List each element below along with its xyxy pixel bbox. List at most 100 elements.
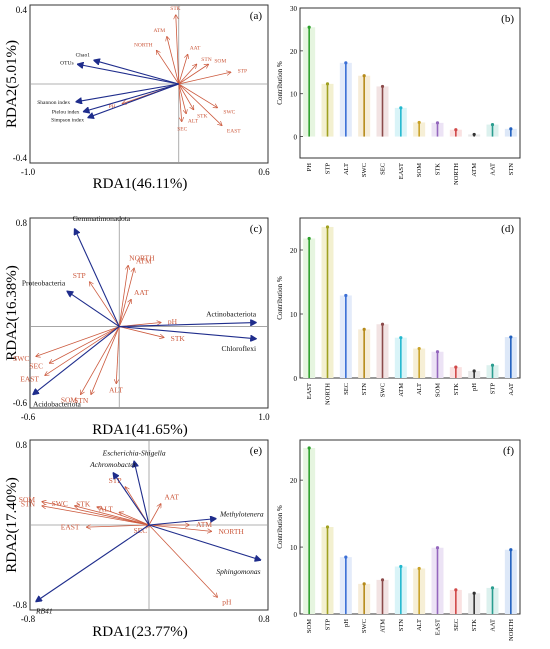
plot-frame (299, 7, 521, 159)
x-tick-label: AAT (490, 163, 497, 176)
env-vector-arrow (148, 504, 161, 526)
env-vector-arrow (178, 54, 188, 85)
x-tick-label: NORTH (325, 383, 332, 405)
env-vector-arrow (178, 83, 194, 110)
bar-tip (472, 591, 476, 595)
env-vector-arrow (81, 326, 120, 395)
bar-tip (362, 582, 366, 586)
bar-tip (509, 127, 513, 131)
taxa-vector-label: OTUs (60, 60, 73, 66)
env-vector-label: SEC (29, 361, 43, 370)
taxa-vector-label: Chao1 (76, 52, 91, 58)
bar-tip (509, 335, 513, 339)
x-tick-label: pH (471, 383, 478, 391)
panel-label: (d) (501, 223, 514, 235)
bar-tip (380, 84, 385, 89)
env-vector-label: STP (238, 69, 247, 75)
x-tick-label: STP (325, 163, 332, 175)
x-tick-label: STK (471, 619, 478, 632)
bar-tip (307, 25, 311, 29)
env-vector-arrow (119, 326, 164, 338)
contribution-plot-d: (d) Contribution % 0 10 20 EAST NORTH SEC STN SWC… (276, 217, 521, 405)
env-vector-label: ALT (109, 386, 123, 395)
y-tick-label: 10 (290, 311, 298, 319)
bar-tip (399, 564, 403, 569)
x-tick-label: -1.0 (21, 167, 36, 177)
x-tick-label: 0.6 (258, 167, 270, 177)
bar-tip (490, 363, 495, 367)
env-vector-arrow (42, 506, 150, 526)
x-tick-label: SWC (361, 619, 368, 633)
taxa-vector-label: Proteobacteria (22, 278, 66, 287)
env-vector-label: SWC (52, 499, 68, 508)
y-tick-label: 0.8 (16, 218, 28, 228)
x-tick-label: ATM (471, 163, 478, 177)
bar-tip (325, 225, 330, 229)
y-axis-title: Contribution % (276, 61, 284, 105)
y-tick-label: 30 (290, 5, 298, 13)
env-vector-label: NORTH (218, 527, 244, 536)
x-tick-label: SWC (361, 163, 368, 177)
env-vector-arrow (178, 83, 186, 114)
bar-tip (435, 546, 440, 550)
taxa-vector-label: Escherichia-Shigella (102, 448, 166, 457)
x-tick-label: ATM (380, 619, 387, 633)
env-vector-label: STP (73, 271, 86, 280)
x-tick-label: SEC (343, 383, 350, 395)
y-axis-title: RDA2(16.38%) (4, 265, 20, 360)
y-tick-label: -0.6 (13, 398, 28, 408)
bar-tip (454, 128, 458, 132)
taxa-vector-arrow (67, 291, 120, 328)
env-vector-label: ATM (136, 256, 152, 265)
bar-tip (490, 586, 495, 590)
taxa-vector-arrow (33, 326, 120, 395)
y-axis-title: Contribution % (276, 276, 284, 320)
env-vector-arrow (45, 326, 120, 376)
env-vector-arrow (36, 326, 120, 357)
y-tick-label: 0.8 (16, 440, 28, 450)
rda-plot-e: (e) -0.8 0.8 0.8 -0.8 RDA1(23.77%) RDA2(17.40%… (4, 439, 270, 640)
env-vector-label: SOM (214, 58, 226, 64)
x-tick-label: EAST (435, 619, 442, 635)
env-vector-label: PH (109, 104, 116, 110)
env-vector-arrow (178, 64, 209, 85)
x-tick-label: EAST (398, 163, 405, 179)
y-tick-label: 0.4 (16, 5, 28, 15)
plot-frame (299, 217, 521, 379)
panel-label: (b) (501, 13, 514, 25)
env-vector-label: AAT (190, 46, 201, 52)
x-tick-label: -0.8 (21, 614, 36, 624)
bar-tip (362, 74, 366, 78)
env-vector-label: SWC (223, 109, 235, 115)
env-vector-label: STK (197, 114, 207, 120)
taxa-vector-arrow (78, 64, 179, 85)
env-vector-label: AAT (164, 493, 179, 502)
env-vector-label: STN (21, 500, 36, 509)
env-vector-arrow (116, 326, 120, 384)
taxa-vector-label: Gemmatimonadota (73, 214, 131, 223)
panel-label: (e) (250, 445, 263, 457)
taxa-vector-label: Methylotenera (219, 510, 264, 519)
x-tick-label: ALT (416, 619, 423, 631)
env-vector-label: pH (168, 317, 178, 326)
y-axis-title: RDA2(5.01%) (4, 40, 20, 128)
bar-tip (435, 121, 440, 125)
x-tick-label: 0.8 (258, 614, 270, 624)
env-vector-arrow (118, 266, 128, 327)
env-vector-label: NORTH (134, 43, 153, 49)
y-axis-title: Contribution % (276, 505, 284, 549)
env-vector-label: STK (171, 334, 186, 343)
env-vector-arrow (118, 268, 134, 327)
bar-tip (380, 578, 385, 582)
taxa-vector-arrow (36, 524, 150, 602)
x-tick-label: STP (325, 619, 332, 631)
bar-tip (454, 365, 458, 369)
bar-tip (435, 350, 440, 354)
env-vector-label: EAST (227, 128, 241, 134)
env-vector-arrow (167, 37, 180, 85)
env-vector-label: EAST (20, 374, 39, 383)
x-tick-label: STK (453, 383, 460, 396)
env-vector-label: SOM (19, 495, 36, 504)
panel-label: (f) (503, 445, 514, 457)
bar-tip (417, 120, 421, 125)
